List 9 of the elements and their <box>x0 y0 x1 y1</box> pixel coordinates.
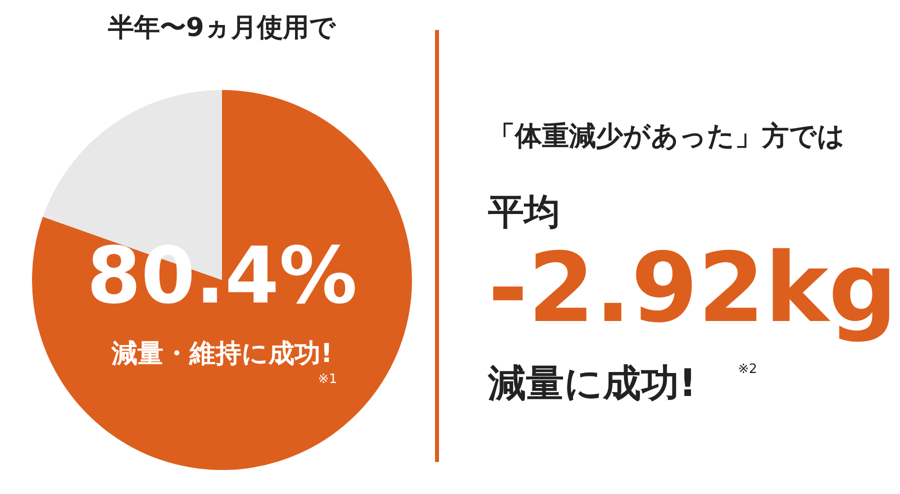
text: 「体重減少があった」方では <box>488 120 845 154</box>
text: ※1 <box>318 372 338 387</box>
text: -2.92kg <box>488 232 898 344</box>
text: 減量に成功! <box>488 360 696 407</box>
chart-title: 半年〜9ヵ月使用で <box>106 12 338 45</box>
text: 減量・維持に成功! <box>110 338 334 371</box>
data-label: 80.4% <box>86 231 358 322</box>
text: ※2 <box>738 362 758 377</box>
text: 平均 <box>488 191 560 235</box>
